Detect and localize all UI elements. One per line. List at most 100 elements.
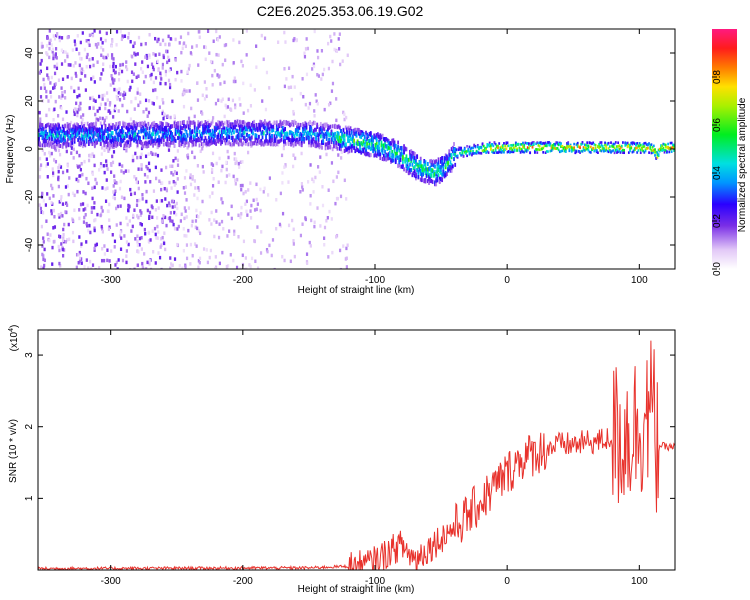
spectrogram-noise-speck [171, 263, 174, 268]
spectrogram-noise-speck [305, 252, 309, 256]
spectrogram-noise-speck [65, 201, 68, 206]
spectrogram-noise-speck [156, 59, 159, 64]
spectrogram-noise-speck [87, 41, 90, 45]
spectrogram-noise-speck [210, 162, 213, 166]
spectrogram-noise-speck [182, 104, 186, 109]
spectrogram-noise-speck [263, 186, 266, 191]
spectrogram-ridge-cell [246, 132, 248, 137]
spectrogram-ridge-cell [111, 135, 114, 140]
spectrogram-ridge-cell [410, 153, 413, 158]
spectrogram-noise-speck [85, 135, 88, 140]
spectrogram-ridge-cell [623, 148, 625, 152]
spectrogram-noise-speck [198, 35, 201, 39]
spectrogram-noise-speck [211, 60, 214, 65]
spectrogram-noise-speck [325, 219, 328, 223]
spectrogram-noise-speck [189, 175, 192, 180]
spectrogram-ridge-cell [442, 162, 445, 167]
spectrogram-noise-speck [87, 39, 90, 43]
spectrogram-ridge-cell [217, 125, 220, 130]
spectrogram-ridge-cell [324, 142, 327, 147]
spectrogram-noise-speck [183, 41, 186, 45]
spectrogram-ridge-cell [386, 156, 389, 161]
spectrogram-noise-speck [65, 203, 69, 207]
spectrogram-noise-speck [299, 233, 303, 238]
spectrogram-noise-speck [176, 177, 179, 181]
spectrogram-noise-speck [183, 191, 187, 195]
spectrogram-ridge-cell [266, 141, 269, 146]
spectrogram-noise-speck [41, 210, 45, 215]
spectrogram-ridge-cell [607, 147, 610, 150]
spectrogram-ridge-cell [315, 139, 317, 144]
spectrogram-ridge-cell [352, 136, 354, 141]
spectrogram-ridge-cell [397, 145, 400, 150]
spectrogram-ridge-cell [391, 155, 394, 160]
spectrogram-noise-speck [266, 249, 269, 254]
spectrogram-ridge-cell [145, 123, 147, 128]
spectrogram-ridge-cell [234, 120, 237, 125]
spectrogram-ridge-cell [442, 170, 445, 175]
spectrogram-ridge-cell [316, 124, 319, 129]
spectrogram-noise-speck [118, 162, 121, 167]
spectrogram-ridge-cell [225, 133, 228, 138]
spectrogram-noise-speck [153, 226, 157, 231]
spectrogram-ridge-cell [48, 132, 51, 137]
spectrogram-ridge-cell [152, 128, 154, 133]
spectrogram-noise-speck [62, 232, 65, 237]
spectrogram-ridge-cell [217, 133, 220, 138]
spectrogram-ridge-cell [511, 144, 514, 147]
spectrogram-ridge-cell [374, 143, 377, 148]
spectrogram-noise-speck [129, 39, 132, 44]
spectrogram-noise-speck [232, 174, 235, 179]
spectrogram-ridge-cell [210, 121, 213, 126]
spectrogram-ridge-cell [606, 142, 609, 145]
spectrogram-noise-speck [314, 93, 317, 97]
spectrogram-noise-speck [183, 176, 187, 180]
spectrogram-ridge-cell [455, 155, 458, 158]
spectrogram-noise-speck [117, 258, 120, 262]
spectrogram-ridge-cell [516, 147, 518, 151]
spectrogram-noise-speck [186, 155, 190, 160]
spectrogram-ridge-cell [118, 132, 121, 137]
spectrogram-noise-speck [113, 174, 116, 178]
spectrogram-ridge-cell [660, 144, 662, 147]
spectrogram-ridge-cell [384, 137, 386, 142]
spectrogram-noise-speck [95, 45, 99, 49]
spectrogram-noise-speck [101, 41, 104, 45]
spectrogram-ridge-cell [608, 145, 611, 148]
spectrogram-noise-speck [169, 115, 172, 120]
spectrogram-noise-speck [173, 226, 177, 231]
spectrogram-ridge-cell [324, 124, 327, 129]
spectrogram-noise-speck [199, 231, 202, 236]
spectrogram-ridge-cell [242, 135, 245, 140]
spectrogram-ridge-cell [613, 146, 616, 150]
spectrogram-ridge-cell [76, 126, 78, 131]
spectrogram-ridge-cell [348, 134, 351, 139]
spectrogram-noise-speck [58, 95, 61, 99]
spectrogram-ridge-cell [405, 154, 408, 159]
spectrogram-noise-speck [244, 202, 247, 206]
spectrogram-noise-speck [117, 90, 120, 95]
spectrogram-ridge-cell [330, 140, 333, 145]
spectrogram-noise-speck [225, 105, 228, 110]
colorbar-tick-label: 0.0 [712, 262, 723, 276]
spectrogram-ridge-cell [291, 131, 294, 136]
spectrogram-ridge-cell [379, 136, 382, 141]
spectrogram-ridge-cell [116, 142, 119, 147]
spectrogram-ridge-cell [167, 128, 170, 133]
spectrogram-ridge-cell [192, 120, 195, 125]
spectrogram-ridge-cell [443, 156, 446, 161]
spectrogram-noise-speck [49, 154, 52, 158]
spectrogram-noise-speck [256, 225, 259, 229]
spectrogram-noise-speck [54, 99, 57, 104]
spectrogram-noise-speck [204, 57, 207, 62]
spectrogram-ridge-cell [265, 128, 267, 133]
spectrogram-ridge-cell [406, 160, 409, 165]
spectrogram-ridge-cell [633, 142, 636, 145]
spectrogram-ridge-cell [560, 145, 562, 149]
spectrogram-ridge-cell [239, 129, 241, 134]
spectrogram-ridge-cell [388, 145, 391, 150]
spectrogram-ridge-cell [444, 173, 447, 178]
spectrogram-noise-speck [77, 261, 80, 265]
spectrogram-ridge-cell [254, 133, 257, 138]
spectrogram-ridge-cell [436, 169, 439, 174]
